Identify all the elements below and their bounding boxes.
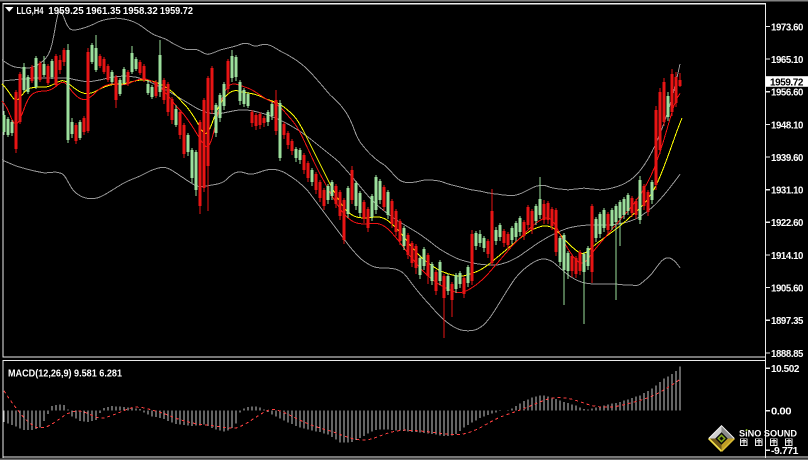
svg-text:SiNO SOUND: SiNO SOUND [739, 428, 797, 438]
svg-text:1961.35: 1961.35 [86, 5, 121, 17]
svg-text:1973.60: 1973.60 [771, 21, 804, 33]
svg-text:-9.771: -9.771 [771, 445, 799, 457]
svg-text:LLG,H4: LLG,H4 [17, 5, 44, 17]
svg-text:0.00: 0.00 [771, 406, 792, 418]
svg-text:1905.60: 1905.60 [771, 283, 804, 295]
svg-text:1897.35: 1897.35 [771, 315, 804, 327]
svg-text:1959.72: 1959.72 [160, 5, 193, 17]
svg-text:1959.25: 1959.25 [48, 5, 84, 17]
svg-text:10.502: 10.502 [771, 363, 800, 375]
svg-text:1958.32: 1958.32 [123, 5, 158, 17]
svg-text:1956.60: 1956.60 [771, 87, 804, 99]
svg-text:1959.72: 1959.72 [770, 76, 804, 88]
svg-text:1931.10: 1931.10 [771, 185, 804, 197]
svg-text:1914.10: 1914.10 [771, 250, 804, 262]
svg-text:1939.60: 1939.60 [771, 152, 804, 164]
svg-text:MACD(12,26,9) 9.581 6.281: MACD(12,26,9) 9.581 6.281 [8, 368, 122, 380]
svg-text:1965.10: 1965.10 [771, 54, 804, 66]
svg-text:1948.10: 1948.10 [771, 119, 804, 131]
svg-text:1888.85: 1888.85 [771, 348, 804, 360]
svg-text:1922.60: 1922.60 [771, 217, 804, 229]
